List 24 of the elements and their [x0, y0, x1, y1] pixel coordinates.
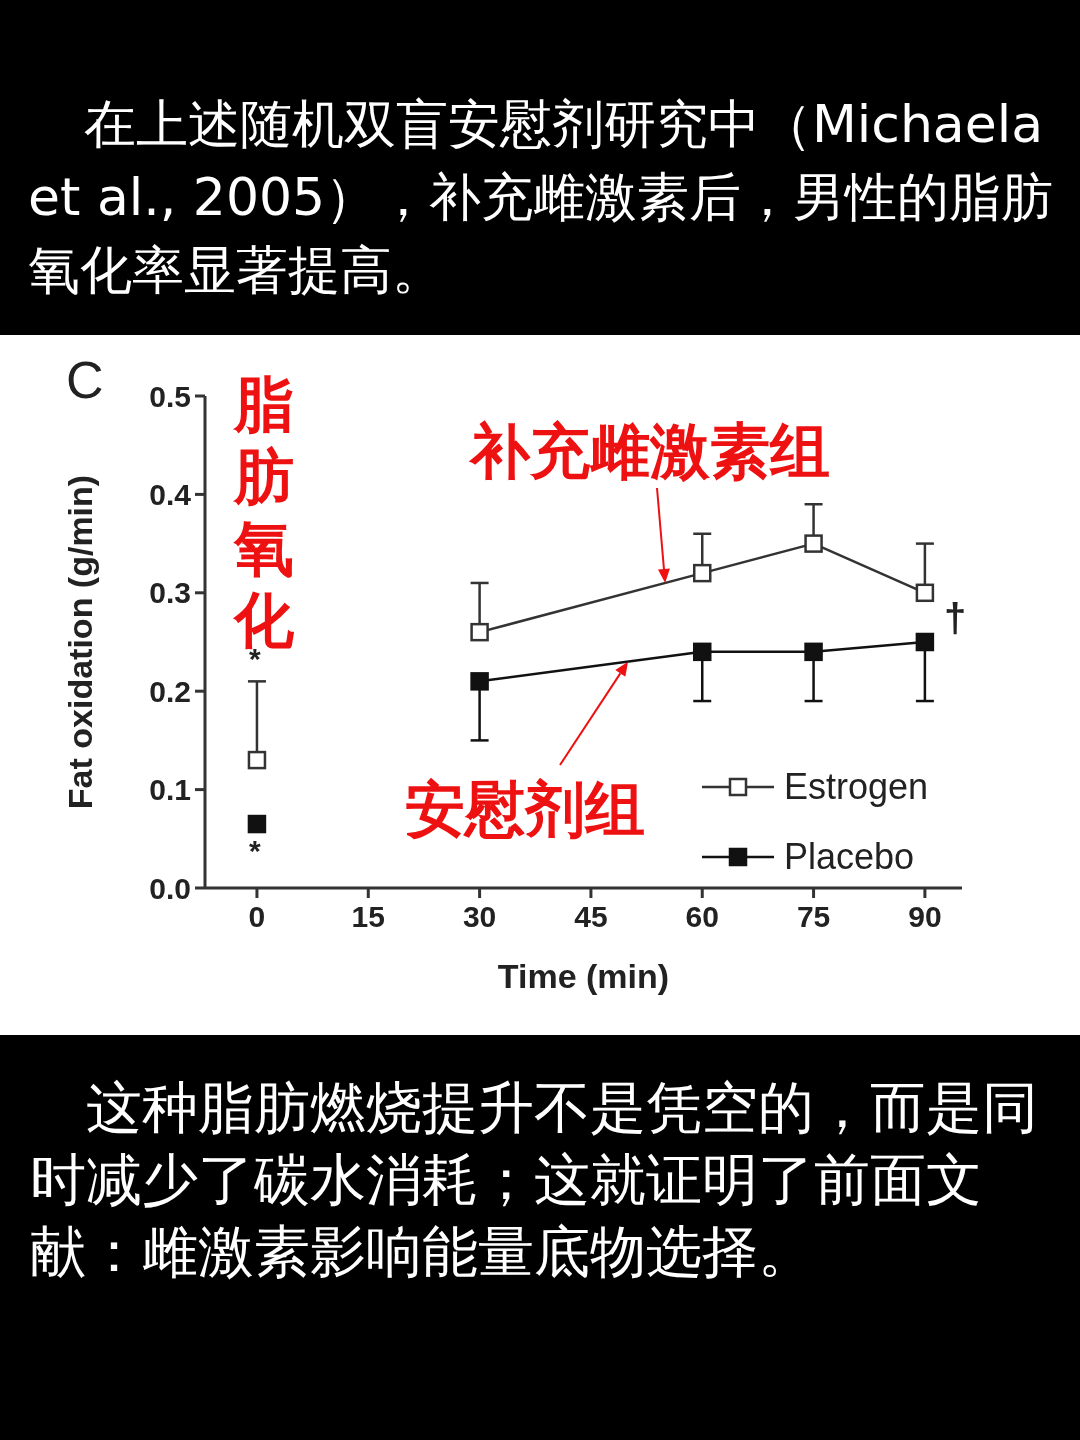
x-tick-label: 60: [685, 900, 719, 934]
y-tick-label: 0.0: [149, 871, 191, 905]
y-tick-label: 0.4: [149, 478, 192, 512]
x-tick-label: 15: [351, 900, 385, 934]
x-tick-label: 45: [574, 900, 608, 934]
x-axis-title: Time (min): [497, 957, 670, 995]
x-tick-label: 90: [908, 900, 942, 934]
x-tick-label: 30: [462, 900, 497, 934]
annotation: *: [249, 834, 261, 868]
y-tick-label: 0.5: [149, 379, 191, 413]
y-tick-label: 0.2: [149, 674, 191, 708]
x-tick-label: 0: [248, 900, 266, 934]
annotation: 安慰剂组: [405, 773, 645, 846]
legend-label: Estrogen: [784, 766, 929, 808]
text: 这种脂肪燃烧提升不是凭空的，而是同时减少了碳水消耗；这就证明了前面文献：雌激素影响能量底物选择。: [30, 1074, 1039, 1286]
annotation: †: [944, 596, 967, 641]
y-tick-label: 0.3: [149, 576, 191, 610]
legend-label: Placebo: [784, 836, 915, 878]
chart-title: 在上述随机双盲安慰剂研究中（Michaela et al., 2005），补充雌激素后，男性的脂肪氧化率显著提高。: [28, 93, 1055, 302]
y-tick-label: 0.1: [149, 773, 191, 807]
y-axis-title: Fat oxidation (g/min): [61, 474, 100, 810]
x-tick-label: 75: [796, 900, 831, 934]
text: C: [66, 350, 104, 410]
annotation: 补充雌激素组: [470, 415, 830, 488]
